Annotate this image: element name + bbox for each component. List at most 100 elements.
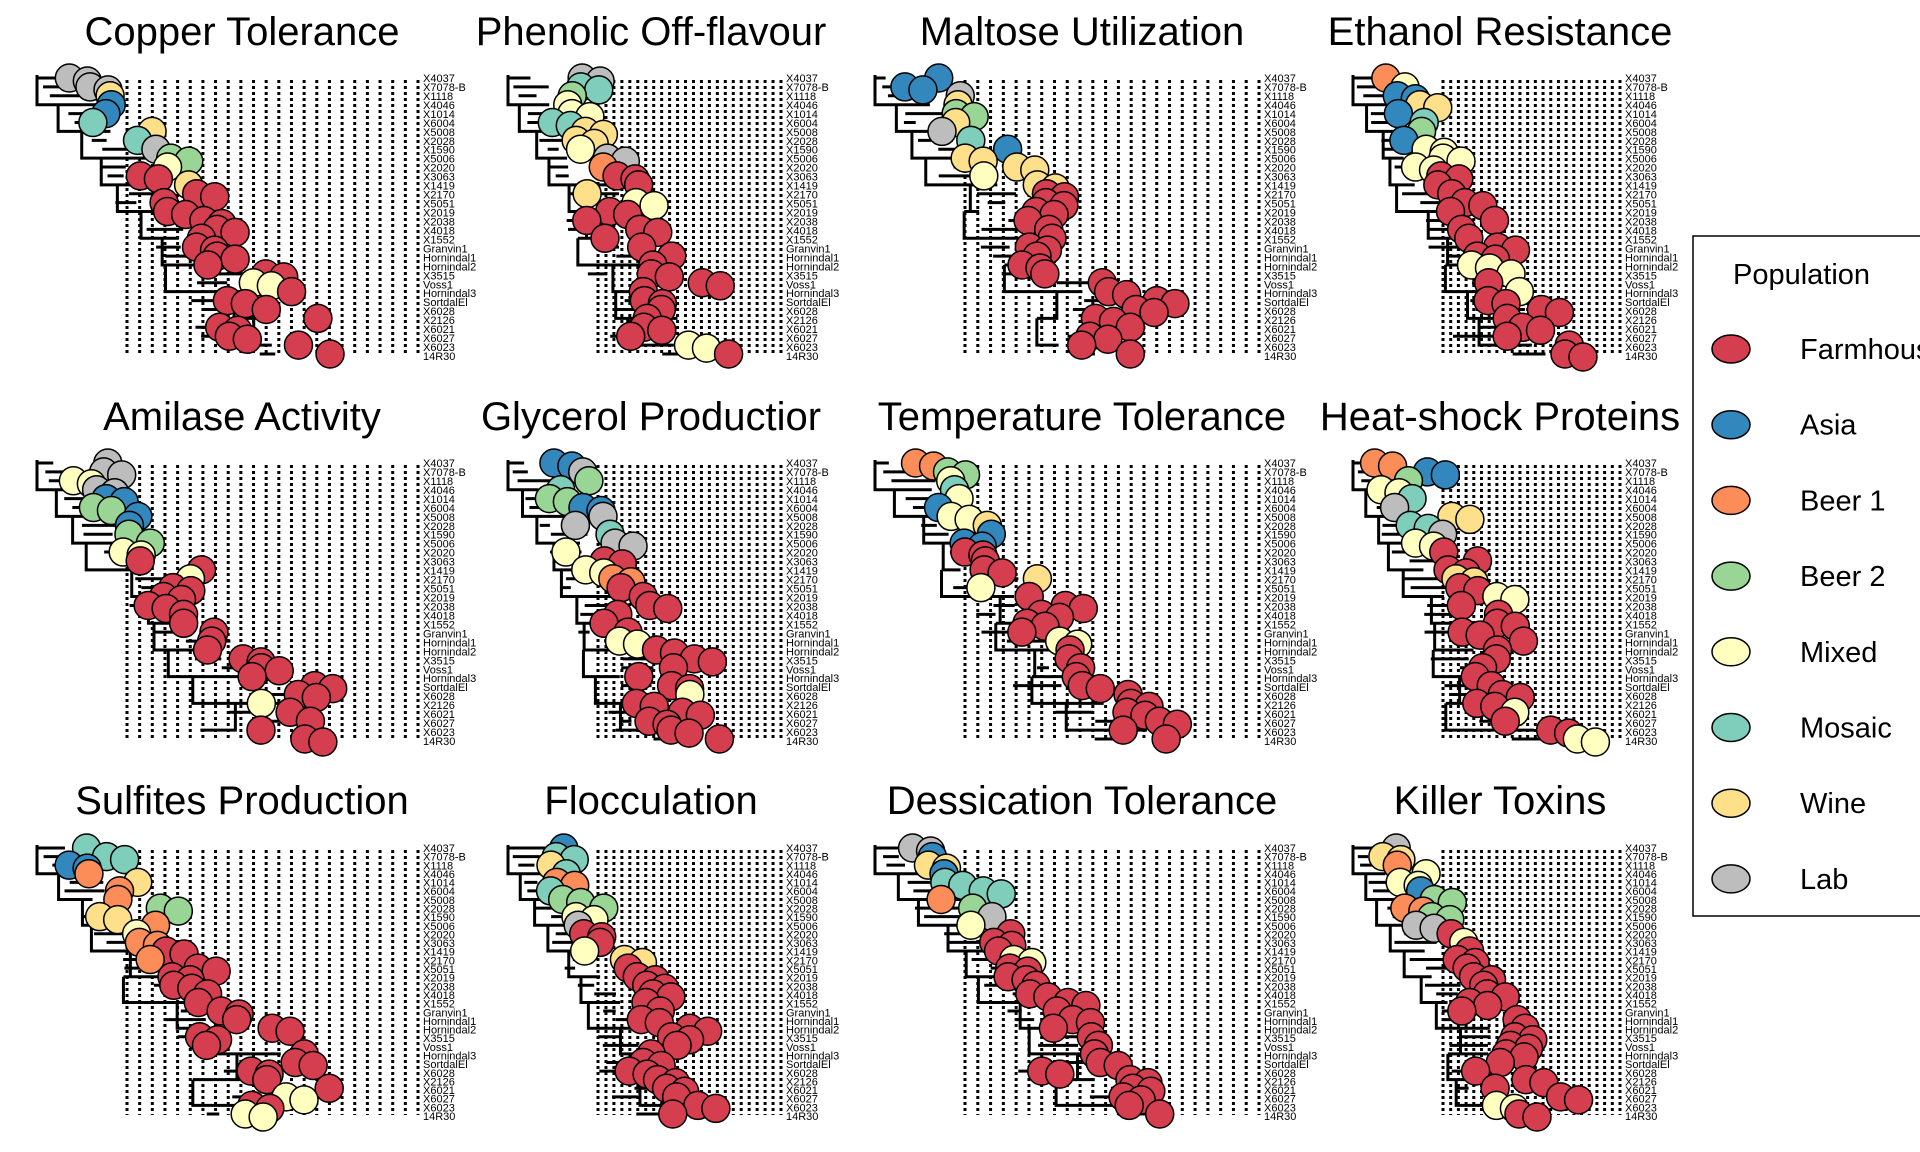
tip-point — [1563, 1085, 1594, 1115]
tip-point — [163, 896, 194, 926]
tip-label: X7078-B — [423, 852, 466, 864]
panel-glycerol-productior: Glycerol Productior X4037X7078-BX1118X404… — [481, 395, 839, 754]
tip-label: X4046 — [1264, 869, 1296, 881]
tip-label: X5051 — [1264, 199, 1296, 211]
tip-label: Hornindal2 — [1625, 646, 1678, 658]
tip-label: X5051 — [1625, 584, 1657, 596]
tip-label: Granvin1 — [786, 628, 831, 640]
tip-point — [572, 178, 602, 209]
legend-item: Asia — [1711, 410, 1857, 442]
tip-label: X6021 — [1625, 709, 1657, 721]
tip-point — [583, 75, 614, 105]
tip-label: Hornindal3 — [1625, 1050, 1678, 1062]
tip-label: X1014 — [1264, 878, 1296, 890]
tip-label: X4046 — [423, 869, 455, 881]
legend-title: Population — [1733, 259, 1870, 291]
tip-label: X6028 — [1625, 1068, 1657, 1080]
tip-label: X1014 — [786, 109, 818, 121]
tip-label: X5051 — [1264, 584, 1296, 596]
tip-point — [1007, 617, 1037, 647]
tip-label: X4046 — [786, 100, 818, 112]
tip-label: 14R30 — [423, 736, 455, 748]
tip-label: X4046 — [1625, 485, 1657, 497]
tip-label: X4018 — [786, 610, 818, 622]
tip-label: Voss1 — [423, 279, 453, 291]
tip-label: X6028 — [786, 306, 818, 318]
tip-label: X1419 — [786, 947, 818, 959]
panel-dessication-tolerance: Dessication ToleranceX4037X7078-BX1118X4… — [873, 779, 1317, 1129]
tip-label: X6027 — [1264, 333, 1296, 345]
tip-label: X1118 — [1625, 476, 1655, 488]
tip-label: X1419 — [423, 947, 455, 959]
tip-label: X3063 — [1625, 938, 1657, 950]
tip-label: X4037 — [423, 458, 455, 470]
tip-label: X3063 — [786, 172, 818, 184]
panel-phenolic-off-flavour: Phenolic Off-flavourX4037X7078-BX1118X40… — [476, 10, 839, 369]
tip-label: X5051 — [423, 964, 455, 976]
legend-label: Asia — [1800, 410, 1857, 442]
tip-label: Hornindal3 — [1264, 1050, 1317, 1062]
tip-point — [551, 537, 581, 567]
tip-point — [220, 244, 250, 274]
tip-label: X2019 — [423, 973, 455, 985]
tip-label: SortdalEl — [423, 682, 468, 694]
tip-label: Voss1 — [423, 664, 453, 676]
tip-point — [298, 1050, 328, 1081]
tip-label: Hornindal1 — [1625, 637, 1678, 649]
tip-point — [252, 1064, 282, 1095]
tip-label: X5006 — [786, 154, 818, 166]
tip-label: X3063 — [786, 557, 818, 569]
tip-point — [926, 884, 956, 915]
tip-point — [956, 910, 986, 940]
tip-label: X4046 — [1625, 869, 1657, 881]
panel-title: Flocculation — [544, 779, 757, 823]
tip-label: Granvin1 — [423, 1007, 468, 1019]
tip-point — [168, 608, 199, 639]
tip-label: Voss1 — [1625, 664, 1655, 676]
tip-point — [1525, 315, 1556, 346]
tip-label: X6028 — [423, 306, 455, 318]
legend-label: Beer 1 — [1800, 485, 1885, 517]
tip-label: X2126 — [423, 1076, 455, 1088]
tip-point — [276, 276, 307, 307]
tip-label: X2020 — [1264, 929, 1296, 941]
tip-label: X2020 — [1264, 548, 1296, 560]
tip-label: X4018 — [1264, 225, 1296, 237]
tip-label: X5008 — [1264, 895, 1296, 907]
tip-label: X1552 — [1264, 619, 1296, 631]
tip-label: X1590 — [1625, 530, 1657, 542]
tip-label: X1014 — [1264, 109, 1296, 121]
tip-label: X1014 — [786, 494, 818, 506]
tip-point — [275, 1016, 305, 1046]
tip-label: Hornindal2 — [1264, 261, 1317, 273]
tip-label: 14R30 — [423, 351, 455, 363]
tip-label: X2170 — [423, 190, 455, 202]
tip-label: X7078-B — [786, 852, 829, 864]
tip-label: X6004 — [1625, 118, 1657, 130]
tip-label: X5006 — [1625, 921, 1657, 933]
tip-label: X2126 — [1264, 700, 1296, 712]
tip-label: X4018 — [1264, 990, 1296, 1002]
tip-point — [303, 303, 333, 334]
tip-label: X2019 — [423, 593, 455, 605]
tip-label: Hornindal3 — [1625, 673, 1678, 685]
tip-point — [221, 1004, 252, 1035]
tip-label: Hornindal1 — [786, 252, 839, 264]
tip-label: X5008 — [423, 127, 455, 139]
tip-point — [697, 647, 728, 677]
tip-label: X2028 — [786, 521, 818, 533]
tip-label: X3515 — [786, 655, 818, 667]
tip-label: X2019 — [1625, 973, 1657, 985]
tip-point — [237, 661, 267, 692]
tip-point — [657, 1099, 688, 1129]
legend-swatch — [1711, 561, 1751, 591]
tip-label: X3515 — [423, 270, 455, 282]
tip-label: X3515 — [1625, 270, 1657, 282]
tip-label: X6004 — [786, 886, 818, 898]
tip-point — [969, 161, 999, 191]
tip-label: X6021 — [423, 709, 455, 721]
tip-label: X1419 — [786, 181, 818, 193]
tip-label: Granvin1 — [1625, 1007, 1670, 1019]
tip-label: X1590 — [786, 530, 818, 542]
tip-label: X7078-B — [1264, 467, 1307, 479]
